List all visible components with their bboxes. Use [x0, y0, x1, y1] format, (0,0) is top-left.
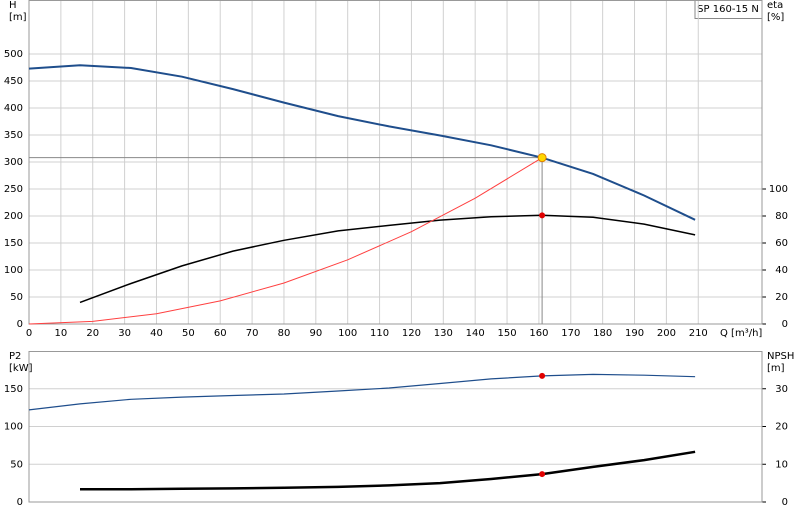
x-tick-label: 0	[26, 328, 32, 339]
y2-axis-label: eta	[767, 0, 783, 11]
y2-tick-label: 80	[775, 211, 788, 222]
curve	[28, 373, 696, 411]
x-tick-label: 130	[434, 328, 453, 339]
y-tick-label: 0	[17, 319, 23, 330]
x-tick-label: 210	[689, 328, 708, 339]
y2-axis-label: NPSH	[767, 351, 794, 362]
y2-tick-label: 20	[775, 292, 788, 303]
curve	[28, 157, 543, 325]
duty-point	[537, 153, 547, 163]
y-tick-label: 450	[4, 76, 23, 87]
curve	[28, 64, 696, 221]
x-tick-label: 200	[657, 328, 676, 339]
x-tick-label: 100	[338, 328, 357, 339]
y-tick-label: 500	[4, 49, 23, 60]
y-tick-label: 50	[10, 292, 23, 303]
y-tick-label: 150	[4, 384, 23, 395]
x-tick-label: 90	[309, 328, 322, 339]
x-tick-label: 40	[150, 328, 163, 339]
chart-title: SP 160-15 N	[697, 4, 759, 15]
x-tick-label: 150	[497, 328, 516, 339]
y2-tick-label: 30	[775, 384, 788, 395]
x-tick-label: 110	[370, 328, 389, 339]
x-axis-label: Q [m³/h]	[720, 328, 762, 339]
duty-marker	[539, 212, 546, 219]
plot-frame	[28, 0, 763, 325]
x-tick-label: 120	[402, 328, 421, 339]
y-tick-label: 150	[4, 238, 23, 249]
x-tick-label: 30	[118, 328, 131, 339]
x-tick-label: 190	[625, 328, 644, 339]
y2-tick-label: 40	[775, 265, 788, 276]
x-tick-label: 80	[278, 328, 291, 339]
curve	[80, 450, 696, 491]
y2-tick-label: 10	[775, 459, 788, 470]
x-tick-label: 70	[246, 328, 259, 339]
y2-axis-label: [m]	[767, 363, 785, 374]
y2-tick-label: 20	[775, 422, 788, 433]
y-tick-label: 250	[4, 184, 23, 195]
y2-tick-label: 60	[775, 238, 788, 249]
plot-frame	[28, 351, 763, 503]
x-tick-label: 180	[593, 328, 612, 339]
y-axis-label: [kW]	[9, 363, 33, 374]
y-tick-label: 100	[4, 265, 23, 276]
y2-axis-label: [%]	[767, 12, 784, 23]
x-tick-label: 140	[466, 328, 485, 339]
x-tick-label: 20	[86, 328, 99, 339]
y-tick-label: 300	[4, 157, 23, 168]
y-axis-label: P2	[9, 351, 21, 362]
y2-tick-label: 100	[769, 184, 788, 195]
y-tick-label: 200	[4, 211, 23, 222]
y2-tick-label: 0	[782, 319, 788, 330]
duty-marker	[539, 372, 546, 379]
y2-tick-label: 0	[782, 497, 788, 508]
y-tick-label: 100	[4, 422, 23, 433]
x-tick-label: 10	[55, 328, 68, 339]
y-axis-label: [m]	[9, 12, 27, 23]
y-tick-label: 350	[4, 130, 23, 141]
x-tick-label: 160	[529, 328, 548, 339]
x-tick-label: 170	[561, 328, 580, 339]
y-axis-label: H	[9, 0, 17, 11]
y-tick-label: 0	[17, 497, 23, 508]
curve	[79, 214, 696, 304]
duty-marker	[539, 471, 546, 478]
x-tick-label: 60	[214, 328, 227, 339]
x-tick-label: 50	[182, 328, 195, 339]
y-tick-label: 50	[10, 459, 23, 470]
y-tick-label: 400	[4, 103, 23, 114]
